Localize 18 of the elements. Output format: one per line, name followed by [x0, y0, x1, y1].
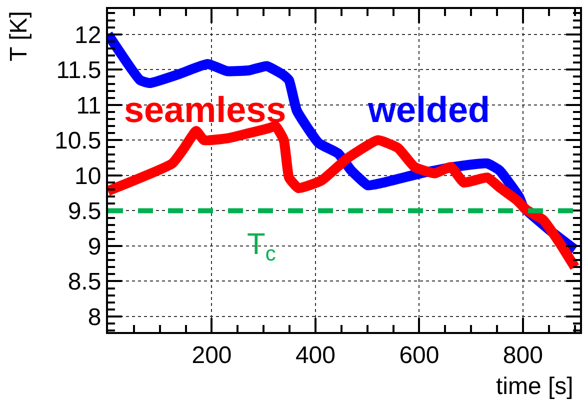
- y-tick-label: 10.5: [54, 128, 102, 155]
- y-tick-label: 9: [88, 233, 102, 260]
- y-tick-label: 9.5: [68, 198, 102, 226]
- y-axis-title: T [K]: [5, 11, 32, 62]
- x-tick-label: 200: [192, 342, 232, 369]
- y-tick-label: 10: [74, 162, 102, 190]
- series-label: welded: [367, 89, 490, 130]
- x-tick-label: 800: [502, 342, 543, 369]
- series-label: seamless: [124, 89, 286, 130]
- x-axis-title: time [s]: [496, 373, 574, 400]
- y-tick-label: 8: [88, 304, 102, 331]
- x-tick-label: 600: [399, 342, 440, 369]
- y-tick-label: 12: [74, 22, 102, 49]
- ref-line-label: T$_{c}$: [247, 228, 276, 266]
- y-tick-label: 11: [76, 92, 102, 120]
- x-tick-label: 400: [295, 342, 336, 369]
- y-tick-label: 11.5: [56, 57, 102, 84]
- y-tick-label: 8.5: [68, 268, 102, 296]
